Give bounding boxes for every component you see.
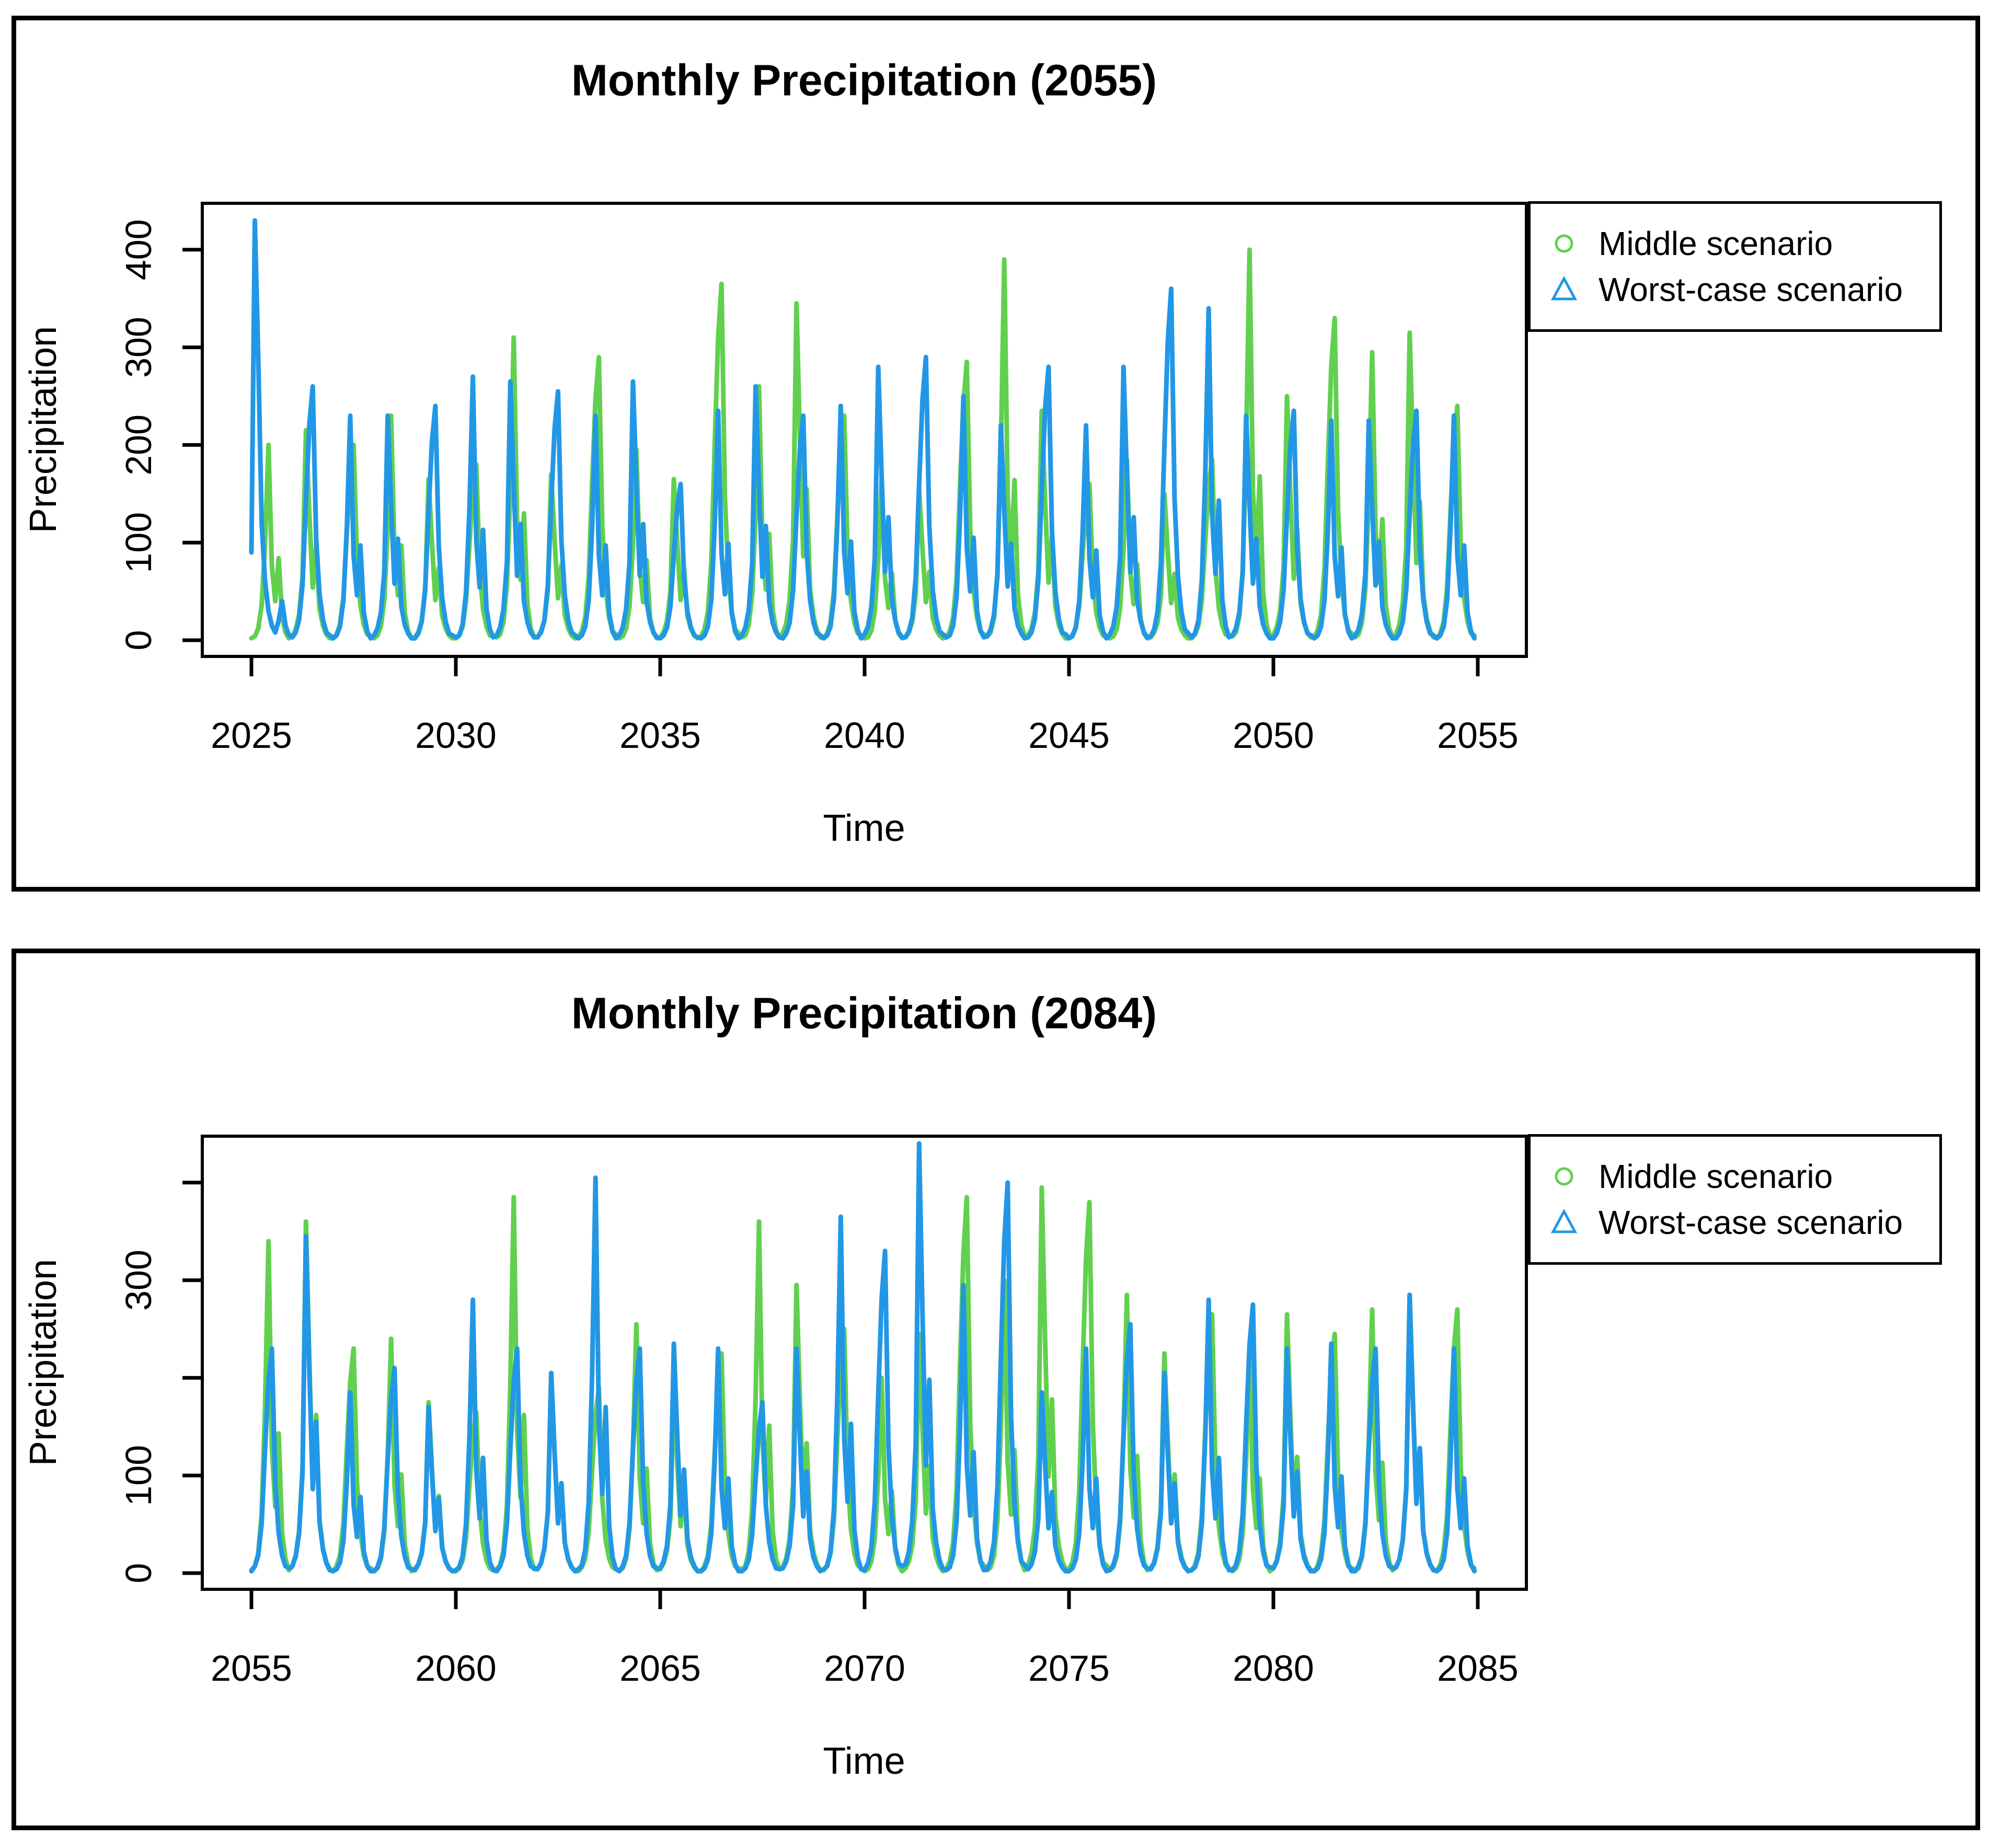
x-tick-label: 2050 <box>1233 715 1314 756</box>
legend-item-worst-case-scenario: Worst-case scenario <box>1548 270 1939 309</box>
y-tick-label: 300 <box>118 1250 159 1311</box>
plot-area: 2055 2060 2065 2070 2075 2080 2085 0 100 300 <box>118 1135 1528 1689</box>
series-line-worst-case <box>249 1141 1477 1574</box>
triangle-marker-icon <box>1550 1208 1578 1233</box>
y-tick-label: 400 <box>118 219 159 280</box>
chart-panel-2055: Monthly Precipitation (2055) 2025 2030 203… <box>12 16 1980 892</box>
x-tick-label: 2035 <box>619 715 701 756</box>
legend-label: Middle scenario <box>1599 1158 1833 1195</box>
chart-panel-2084: Monthly Precipitation (2084) 2055 2060 206… <box>12 949 1980 1830</box>
legend-item-worst-case-scenario: Worst-case scenario <box>1548 1203 1939 1242</box>
chart-title: Monthly Precipitation (2055) <box>571 55 1157 105</box>
y-tick-label: 100 <box>118 512 159 573</box>
y-tick-label: 200 <box>118 414 159 476</box>
plot-area: 2025 2030 2035 2040 2045 2050 2055 0 100 200 300 40… <box>118 202 1528 756</box>
y-tick-label: 0 <box>118 1563 159 1584</box>
x-tick-label: 2080 <box>1233 1648 1314 1689</box>
x-tick-label: 2030 <box>415 715 497 756</box>
x-tick-label: 2055 <box>1437 715 1519 756</box>
x-tick-label: 2055 <box>211 1648 292 1689</box>
y-axis-label: Precipitation <box>22 326 64 534</box>
x-tick-label: 2070 <box>824 1648 905 1689</box>
x-tick-label: 2085 <box>1437 1648 1519 1689</box>
x-tick-label: 2060 <box>415 1648 497 1689</box>
x-tick-label: 2025 <box>211 715 292 756</box>
x-tick-label: 2065 <box>619 1648 701 1689</box>
y-tick-label: 300 <box>118 317 159 378</box>
circle-marker-icon <box>1555 1167 1573 1186</box>
chart-title: Monthly Precipitation (2084) <box>571 988 1157 1038</box>
y-axis-label: Precipitation <box>22 1258 64 1466</box>
legend-label: Worst-case scenario <box>1599 1204 1903 1241</box>
legend-box: Middle scenario Worst-case scenario <box>1528 201 1942 332</box>
y-tick-label: 0 <box>118 630 159 651</box>
y-tick-label: 100 <box>118 1445 159 1506</box>
circle-marker-icon <box>1555 234 1573 253</box>
legend-item-middle-scenario: Middle scenario <box>1548 224 1939 263</box>
x-tick-label: 2075 <box>1028 1648 1110 1689</box>
series-line-worst-case <box>249 218 1477 641</box>
x-tick-label: 2040 <box>824 715 905 756</box>
legend-label: Middle scenario <box>1599 225 1833 262</box>
x-axis-label: Time <box>823 807 905 849</box>
x-axis-label: Time <box>823 1740 905 1782</box>
legend-item-middle-scenario: Middle scenario <box>1548 1157 1939 1196</box>
legend-box: Middle scenario Worst-case scenario <box>1528 1134 1942 1265</box>
legend-label: Worst-case scenario <box>1599 271 1903 308</box>
triangle-marker-icon <box>1550 275 1578 301</box>
x-tick-label: 2045 <box>1028 715 1110 756</box>
